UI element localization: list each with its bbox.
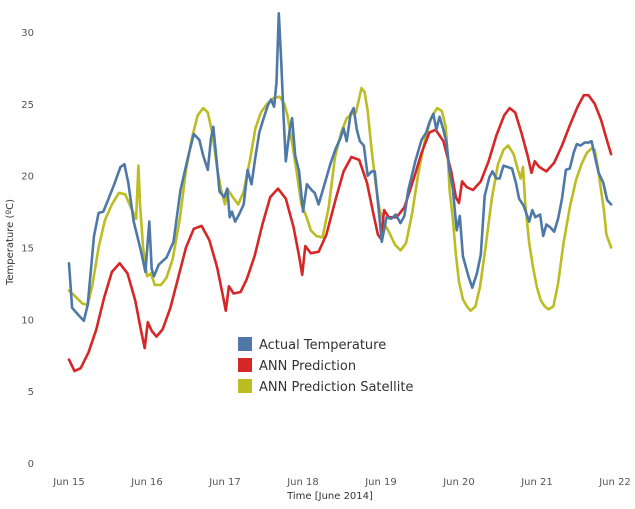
y-tick-label: 15: [21, 244, 34, 255]
y-tick-label: 0: [28, 459, 34, 470]
legend-swatch: [238, 379, 252, 393]
x-tick-label: Jun 20: [442, 477, 475, 488]
legend-swatch: [238, 358, 252, 372]
series-line-ann-prediction-satellite: [67, 86, 613, 312]
y-tick-label: 30: [21, 28, 34, 39]
y-axis-ticks: 0 5 10 15 20 25 30: [21, 28, 34, 470]
y-tick-label: 20: [21, 172, 34, 183]
x-tick-label: Jun 21: [520, 477, 553, 488]
y-tick-label: 5: [28, 387, 34, 398]
x-tick-label: Jun 19: [364, 477, 397, 488]
legend-label: ANN Prediction Satellite: [259, 380, 413, 395]
x-tick-label: Jun 22: [598, 477, 631, 488]
series-layer: [67, 12, 613, 373]
legend: Actual Temperature ANN Prediction ANN Pred…: [238, 337, 413, 395]
x-tick-label: Jun 16: [130, 477, 163, 488]
legend-swatch: [238, 337, 252, 351]
x-tick-label: Jun 17: [208, 477, 241, 488]
legend-label: Actual Temperature: [259, 338, 386, 353]
x-axis-title: Time [June 2014]: [286, 491, 373, 502]
legend-label: ANN Prediction: [259, 359, 356, 374]
series-line-actual-temperature: [67, 12, 613, 323]
y-tick-label: 25: [21, 100, 34, 111]
x-axis-ticks: Jun 15 Jun 16 Jun 17 Jun 18 Jun 19 Jun 20 Jun …: [52, 477, 631, 488]
y-axis-title: Temperature (ºC): [5, 199, 16, 286]
series-line-ann-prediction: [67, 93, 613, 373]
x-tick-label: Jun 15: [52, 477, 85, 488]
x-tick-label: Jun 18: [286, 477, 319, 488]
y-tick-label: 10: [21, 315, 34, 326]
